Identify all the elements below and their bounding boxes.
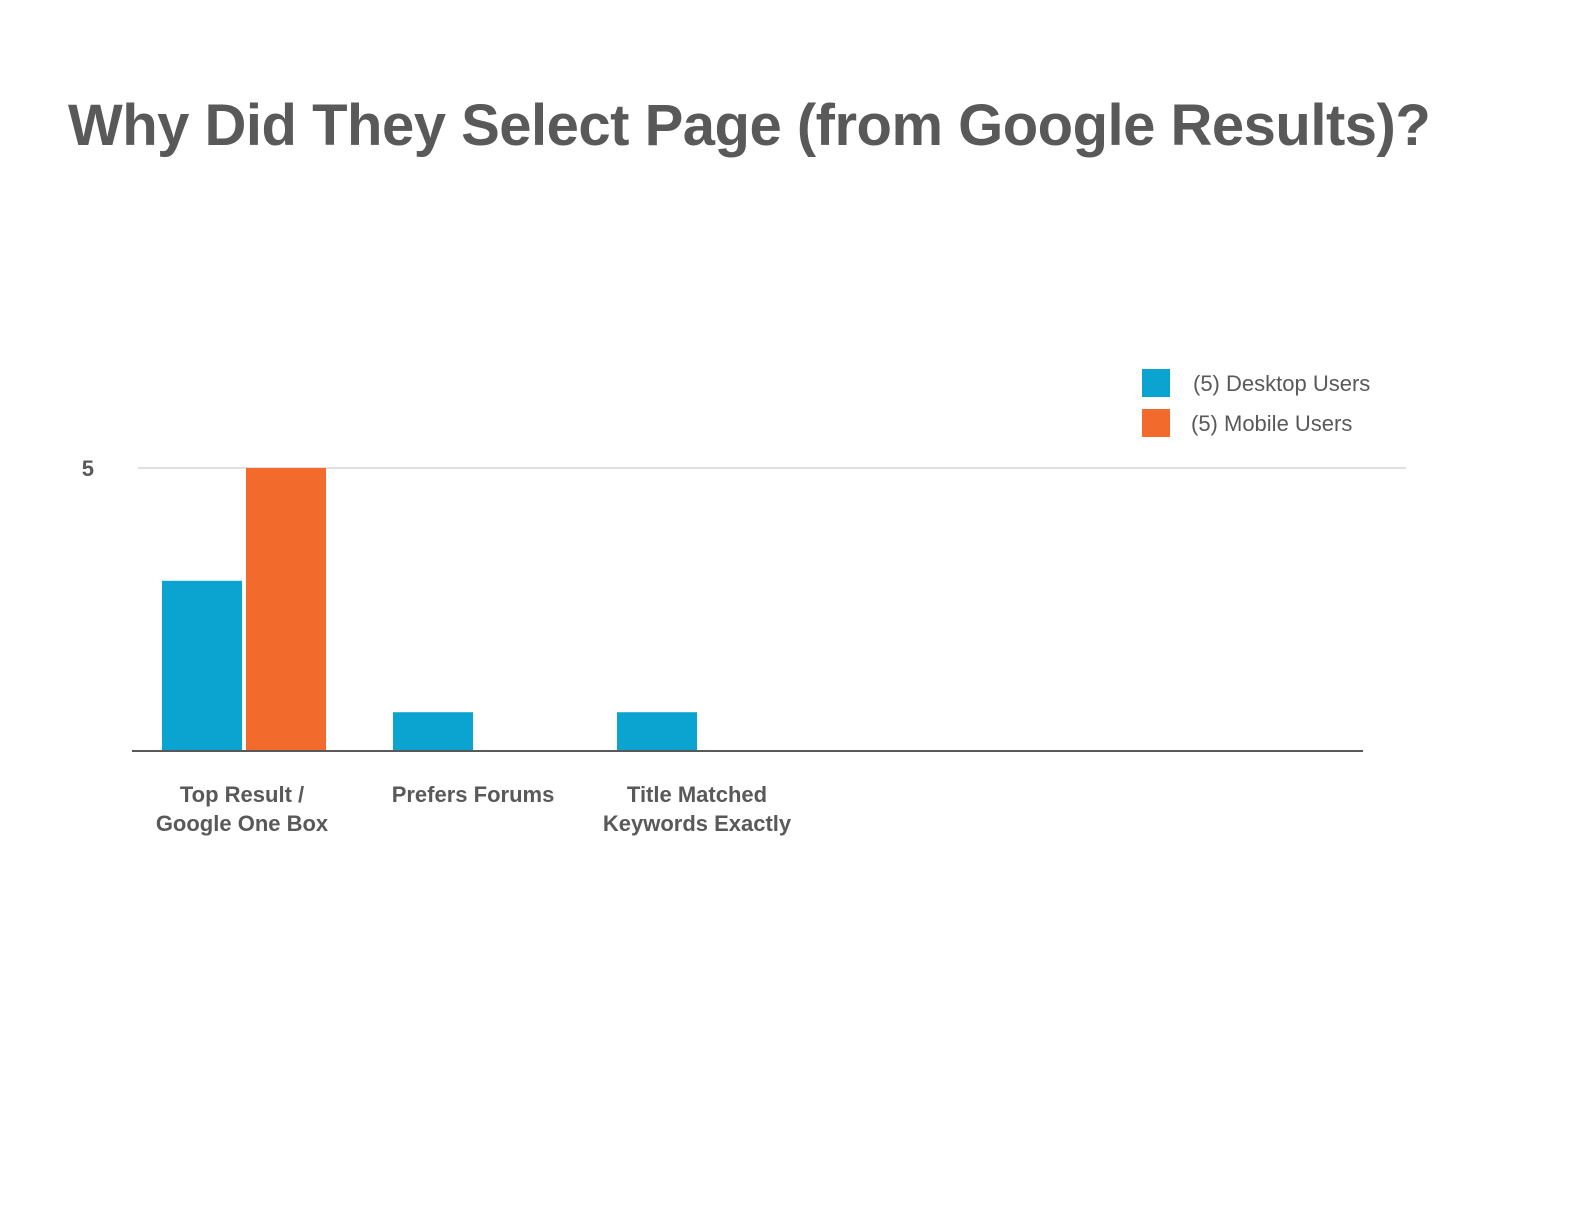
category-label-line: Prefers Forums bbox=[392, 782, 555, 807]
y-axis-ticks: 5 bbox=[82, 456, 94, 481]
category-label-line: Title Matched bbox=[627, 782, 767, 807]
category-labels: Top Result / Google One Box Prefers Forums… bbox=[156, 782, 792, 836]
category-label: Top Result / Google One Box bbox=[156, 782, 329, 836]
category-label-line: Keywords Exactly bbox=[603, 811, 792, 836]
bar-desktop-1 bbox=[393, 712, 473, 750]
legend-swatch bbox=[1142, 409, 1170, 437]
category-label: Prefers Forums bbox=[392, 782, 555, 807]
category-label-line: Google One Box bbox=[156, 811, 329, 836]
legend-label: (5) Mobile Users bbox=[1191, 411, 1352, 436]
legend-label: (5) Desktop Users bbox=[1193, 371, 1370, 396]
y-tick-label: 5 bbox=[82, 456, 94, 481]
legend: (5) Desktop Users (5) Mobile Users bbox=[1142, 369, 1370, 437]
category-label: Title Matched Keywords Exactly bbox=[603, 782, 792, 836]
category-label-line: Top Result / bbox=[180, 782, 304, 807]
bar-mobile-0 bbox=[246, 468, 326, 750]
bar-desktop-0 bbox=[162, 580, 242, 750]
bar-desktop-2 bbox=[617, 712, 697, 750]
legend-swatch bbox=[1142, 369, 1170, 397]
chart-title: Why Did They Select Page (from Google Re… bbox=[68, 93, 1431, 158]
bars bbox=[162, 468, 697, 750]
